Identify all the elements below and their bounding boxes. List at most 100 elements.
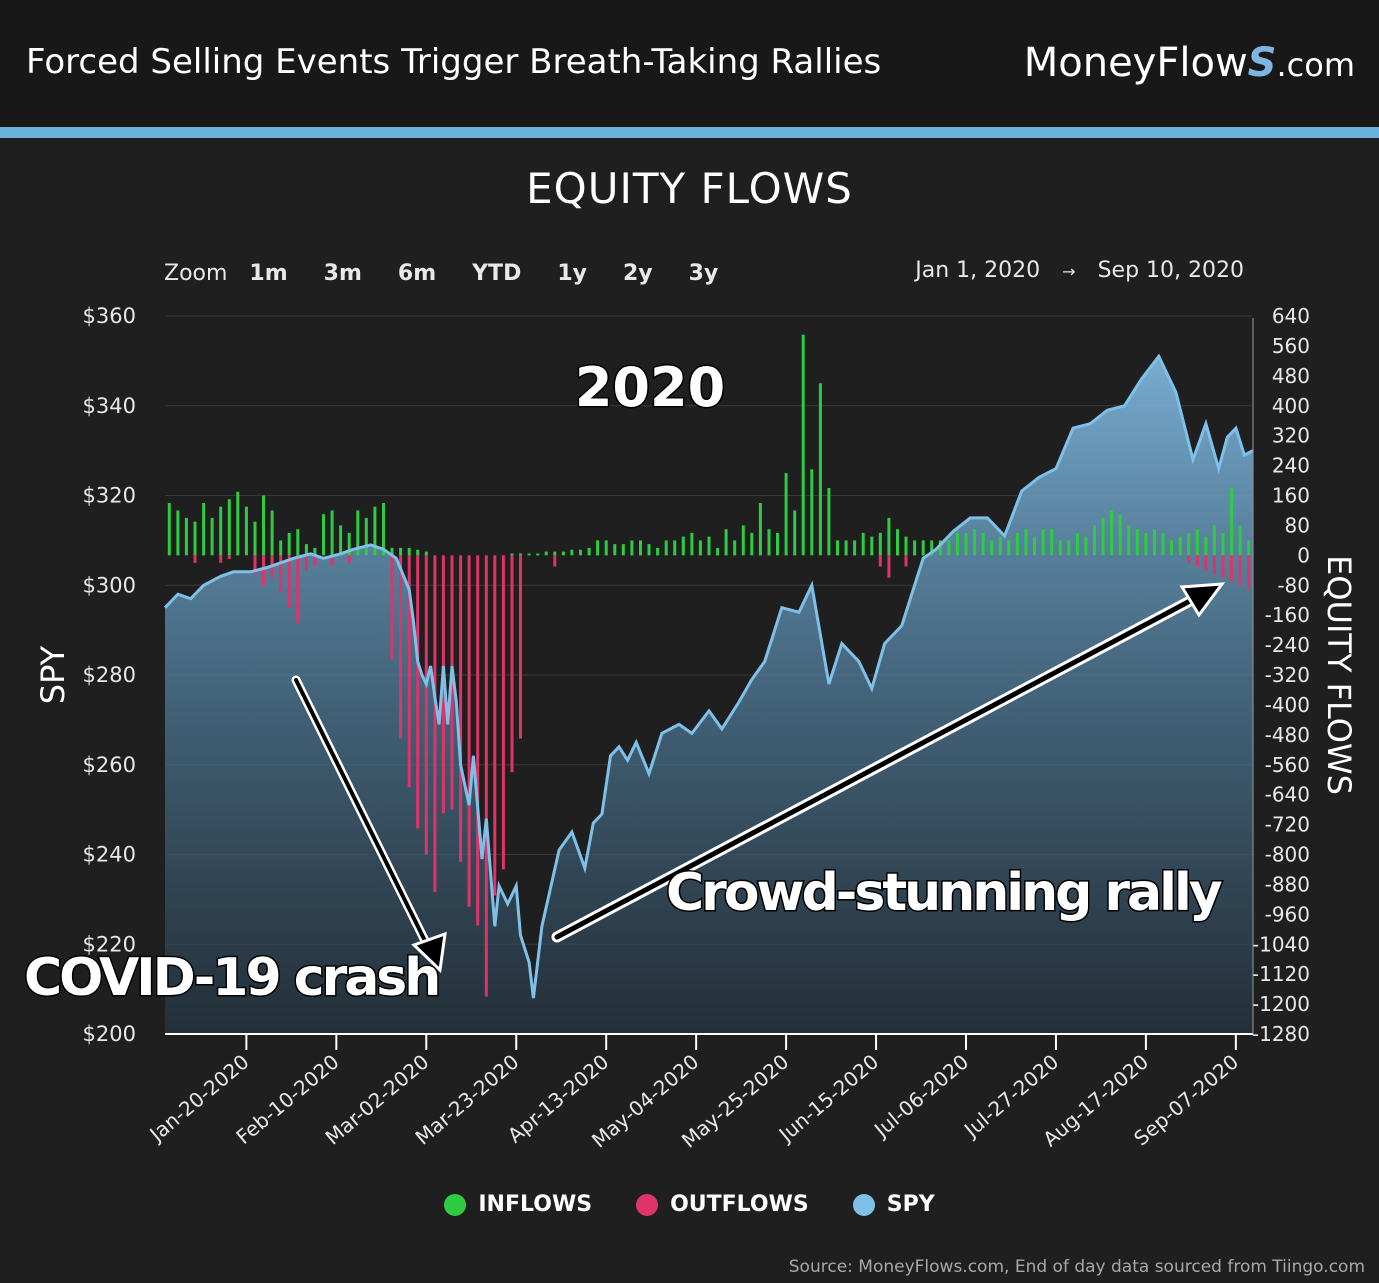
arrow-right-icon: → (1062, 262, 1076, 281)
inflow-bar (930, 540, 934, 556)
legend-item-spy[interactable]: SPY (852, 1192, 935, 1217)
outflow-bar (1204, 555, 1208, 571)
left-tick-label: $340 (83, 394, 136, 418)
outflow-bar (484, 555, 488, 997)
flow-bars (167, 334, 1251, 997)
inflow-bar (407, 547, 411, 556)
right-tick-label: -960 (1265, 902, 1310, 926)
outflow-bar (347, 555, 351, 563)
legend-item-inflows[interactable]: INFLOWS (444, 1192, 592, 1217)
inflow-bar (1015, 532, 1019, 556)
inflow-bar (656, 547, 660, 556)
inflow-bar (527, 553, 531, 556)
inflow-bar (1041, 529, 1045, 556)
inflow-bar (262, 495, 265, 556)
inflow-bar (227, 499, 231, 556)
right-tick-label: -320 (1265, 663, 1310, 687)
left-tick-label: $280 (83, 663, 136, 687)
left-tick-label: $200 (83, 1022, 136, 1046)
legend-label-inflows: INFLOWS (478, 1192, 593, 1217)
right-tick-label: -880 (1265, 872, 1310, 896)
inflow-bar (382, 503, 385, 556)
outflow-bar (193, 555, 197, 563)
zoom-3m-button[interactable]: 3m (323, 260, 362, 286)
inflow-bar (1161, 532, 1165, 556)
zoom-6m-button[interactable]: 6m (397, 260, 437, 286)
chart-title: EQUITY FLOWS (526, 164, 853, 213)
inflow-bar (681, 536, 685, 556)
right-tick-label: -1200 (1252, 992, 1310, 1016)
zoom-ytd-button[interactable]: YTD (472, 260, 522, 286)
inflow-bar (184, 517, 188, 556)
outflow-bar (501, 555, 505, 870)
date-range-start[interactable]: Jan 1, 2020 (915, 258, 1041, 283)
inflow-bar (1118, 514, 1122, 556)
inflow-bar (767, 529, 771, 556)
right-tick-label: 160 (1272, 484, 1310, 508)
inflow-bar (253, 521, 257, 556)
inflow-bar (202, 503, 206, 556)
annotation-year: 2020 (575, 356, 725, 419)
legend-label-outflows: OUTFLOWS (670, 1192, 809, 1217)
inflow-bar (621, 544, 625, 556)
outflow-bar (390, 555, 394, 660)
right-tick-label: 480 (1272, 364, 1310, 388)
inflow-bar (1212, 525, 1216, 556)
accent-bar (0, 127, 1379, 138)
inflow-bar (304, 544, 308, 556)
date-range-end[interactable]: Sep 10, 2020 (1097, 258, 1244, 283)
right-tick-label: -400 (1265, 693, 1310, 717)
outflow-bar (433, 555, 437, 892)
inflow-bar (921, 540, 925, 556)
outflow-bar (476, 555, 480, 926)
inflow-bar (176, 510, 180, 556)
zoom-2y-button[interactable]: 2y (622, 260, 653, 286)
right-tick-label: -160 (1265, 603, 1310, 627)
right-tick-label: -560 (1265, 753, 1310, 777)
right-tick-label: 0 (1297, 543, 1310, 567)
legend-item-outflows[interactable]: OUTFLOWS (636, 1192, 809, 1217)
x-tick-label: Jul-06-2020 (868, 1049, 973, 1143)
spy-line (163, 353, 1254, 999)
inflow-bar (167, 503, 171, 556)
spy-area (165, 356, 1253, 1034)
inflow-bar (287, 532, 291, 556)
source-note: Source: MoneyFlows.com, End of day data … (788, 1257, 1365, 1277)
outflow-bar (330, 555, 334, 567)
crash-arrow-shaft-inner (294, 678, 434, 957)
inflow-bar (1101, 517, 1105, 556)
outflow-bar (1247, 555, 1251, 589)
inflow-bar (1153, 529, 1156, 556)
header-bar: Forced Selling Events Trigger Breath-Tak… (0, 0, 1379, 127)
inflow-bar (1135, 529, 1139, 556)
annotation-rally: Crowd-stunning rally (666, 863, 1222, 923)
right-tick-label: -480 (1265, 723, 1310, 747)
chart-legend: INFLOWS OUTFLOWS SPY (0, 1192, 1379, 1217)
left-tick-label: $260 (83, 753, 136, 777)
inflow-bar (296, 529, 300, 556)
inflow-bar (596, 540, 600, 556)
inflow-bar (613, 544, 617, 556)
inflow-bar (1170, 540, 1174, 556)
outflow-bar (1187, 555, 1191, 563)
right-tick-label: -640 (1265, 783, 1310, 807)
zoom-1y-button[interactable]: 1y (557, 260, 587, 286)
inflow-bar (827, 488, 831, 556)
inflow-bar (1050, 529, 1054, 556)
inflow-bar (373, 506, 377, 556)
zoom-1m-button[interactable]: 1m (249, 260, 288, 286)
zoom-3y-button[interactable]: 3y (688, 260, 719, 286)
annotations: 2020 COVID-19 crash Crowd-stunning rally (23, 355, 1227, 1010)
inflow-bar (1187, 532, 1191, 556)
crash-arrow-head (411, 931, 447, 974)
inflow-bar (861, 532, 865, 556)
inflow-bar (741, 525, 745, 556)
inflow-bar (553, 551, 557, 556)
inflow-bar (1127, 525, 1131, 556)
inflow-bar (339, 525, 343, 556)
inflow-bar (801, 334, 805, 556)
inflow-bar (647, 544, 651, 556)
inflow-bar (998, 536, 1002, 556)
right-tick-label: -80 (1277, 573, 1310, 597)
inflow-bar (210, 517, 214, 556)
